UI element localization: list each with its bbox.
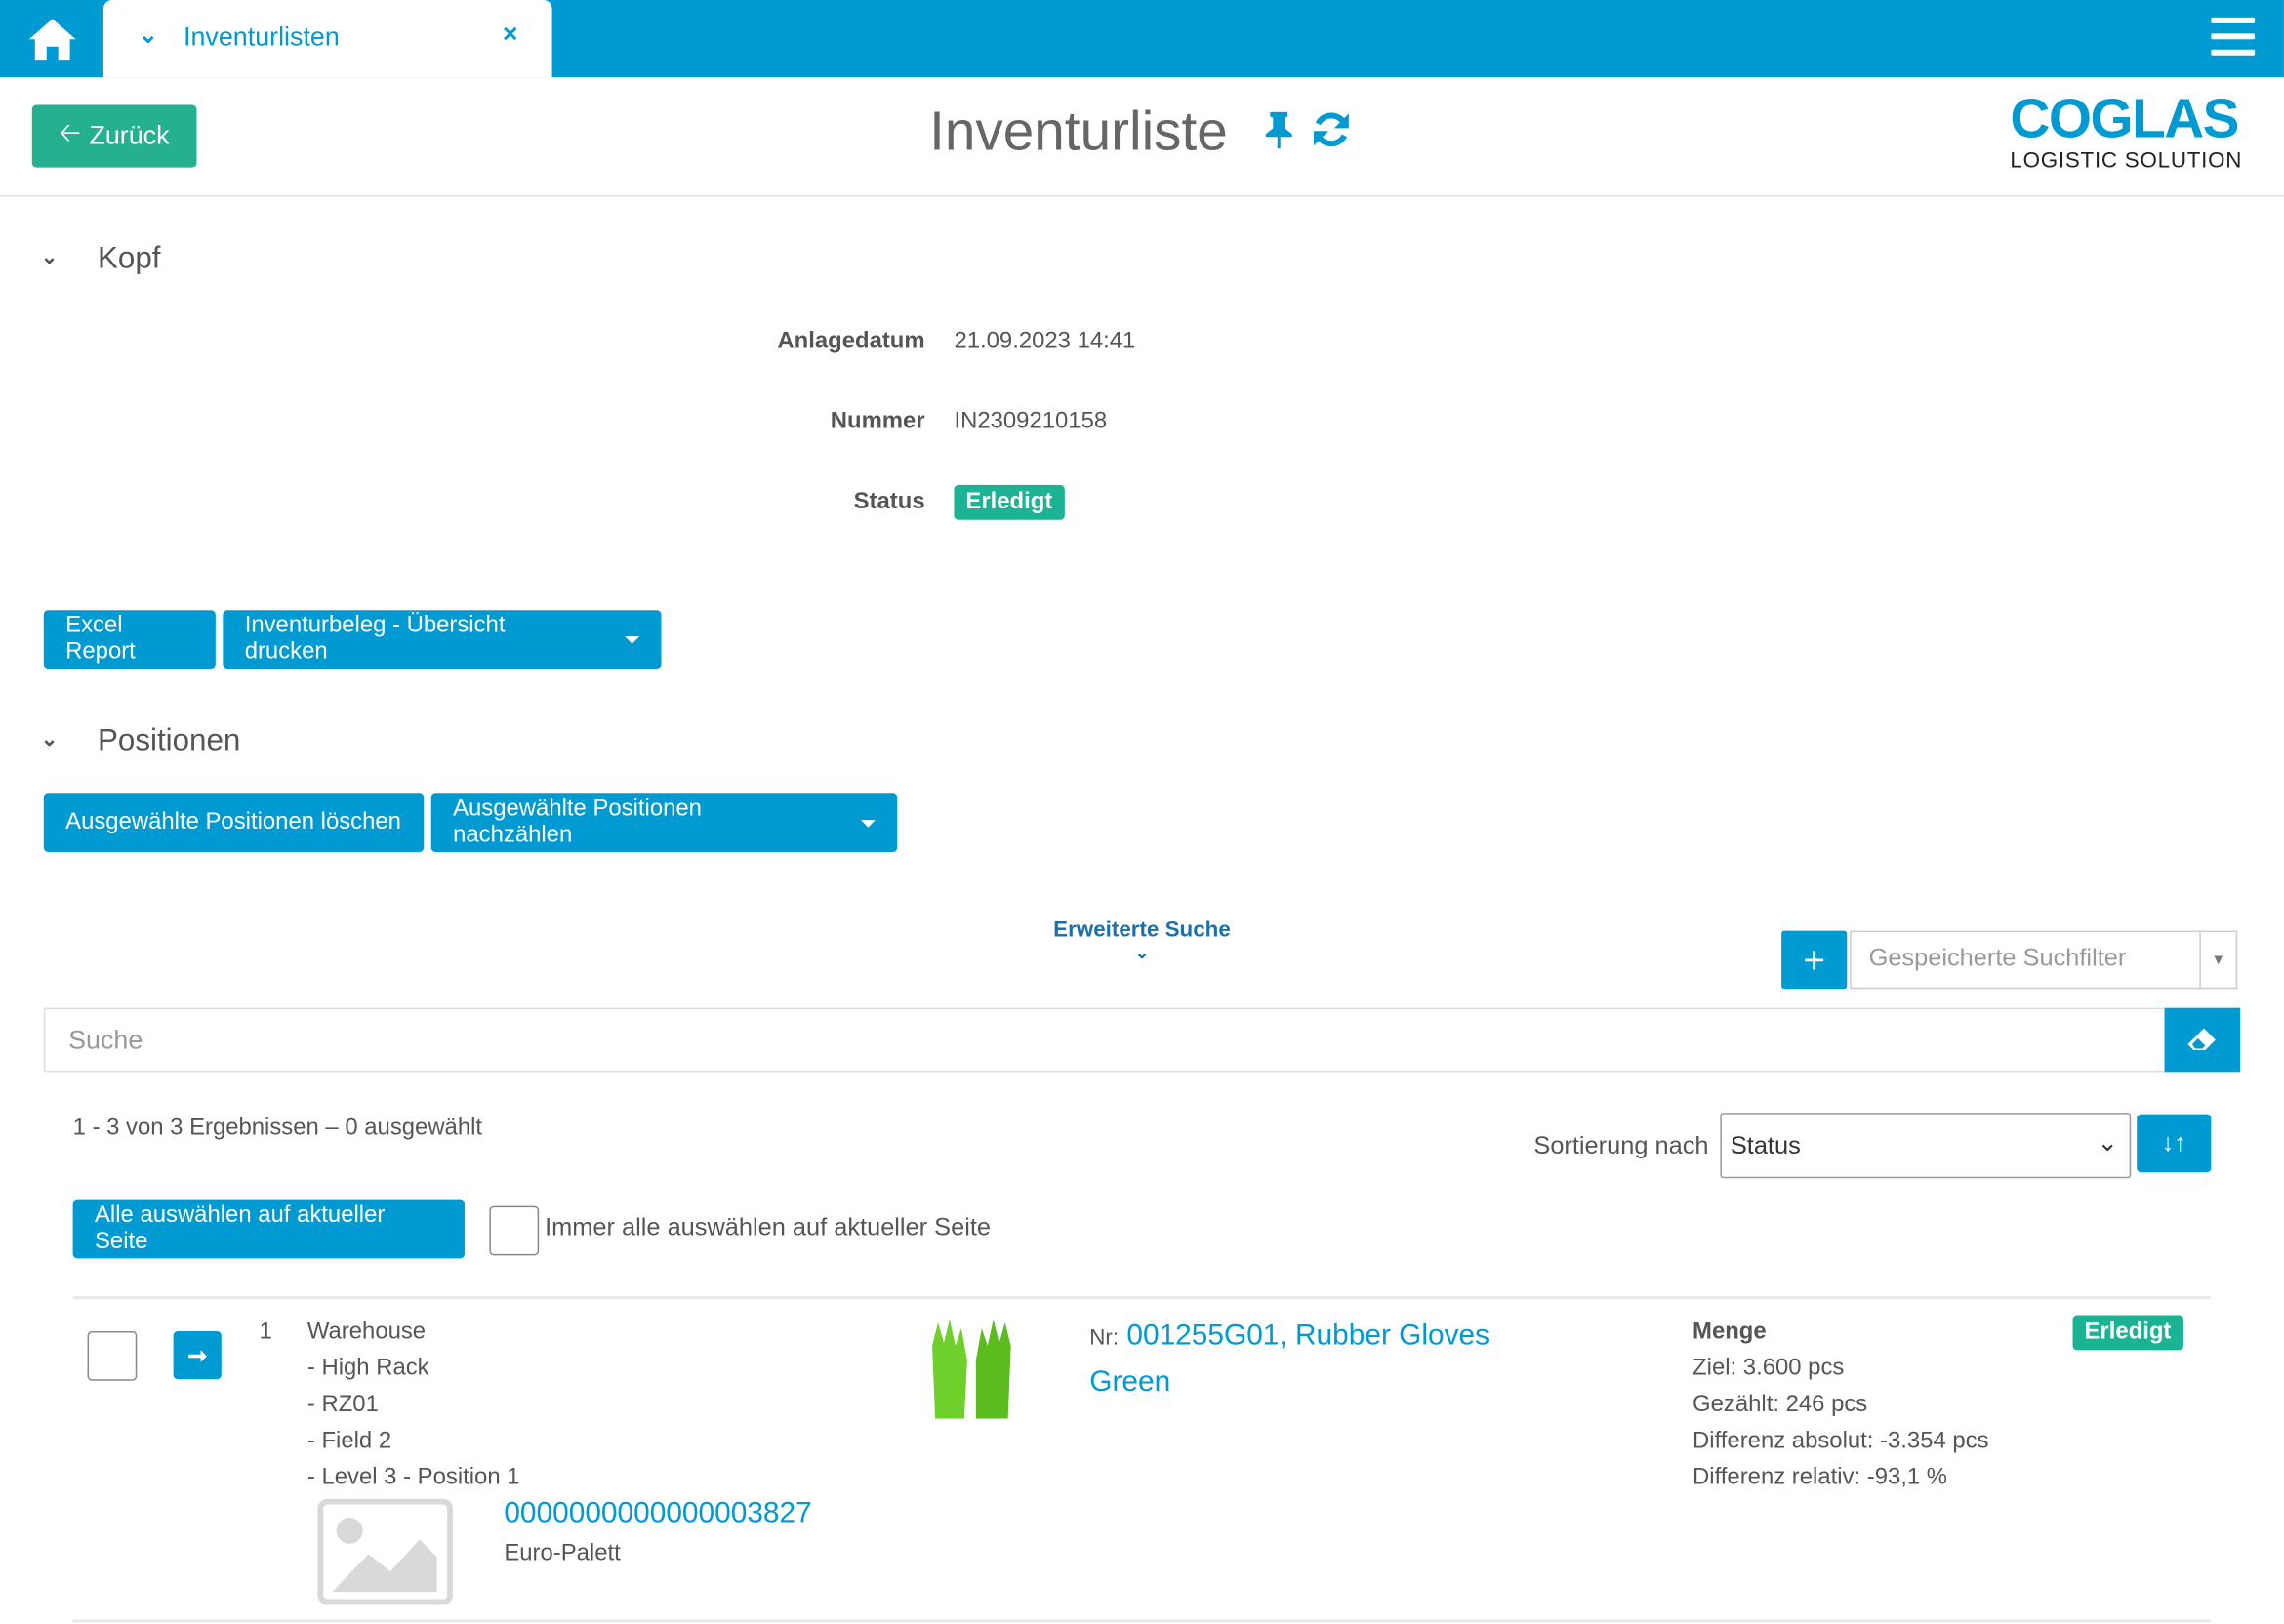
label-nummer: Nummer <box>830 409 925 434</box>
location-line: Warehouse <box>306 1320 427 1345</box>
label-status: Status <box>853 489 925 514</box>
nr-label: Nr: <box>1089 1324 1120 1351</box>
always-select-all-label: Immer alle auswählen auf aktueller Seite <box>545 1213 992 1241</box>
clear-search-button[interactable] <box>2164 1007 2241 1073</box>
item-checkbox[interactable] <box>87 1330 138 1381</box>
list-item: ➞ 1 Warehouse - High Rack - RZ01 - Field… <box>0 1299 2284 1619</box>
quantity-diff-relative: Differenz relativ: -93,1 % <box>1693 1465 1948 1490</box>
location-line: - RZ01 <box>306 1392 379 1418</box>
home-button[interactable] <box>0 0 104 77</box>
chevron-down-icon[interactable]: ⌄ <box>138 22 158 49</box>
article-name-link[interactable]: Rubber Gloves Green <box>1089 1320 1490 1399</box>
section-positionen-title: Positionen <box>97 723 241 757</box>
arrow-left-icon: 🡠 <box>59 117 81 146</box>
saved-filter-placeholder: Gespeicherte Suchfilter <box>1868 944 2127 972</box>
chevron-down-icon: ⌄ <box>1134 942 1150 963</box>
coglas-logo: COGLAS LOGISTIC SOLUTION <box>2010 91 2242 174</box>
location-line: - Level 3 - Position 1 <box>306 1465 520 1490</box>
results-count: 1 - 3 von 3 Ergebnissen – 0 ausgewählt <box>72 1116 483 1141</box>
arrow-right-icon: ➞ <box>187 1343 208 1369</box>
caret-down-icon[interactable] <box>625 635 640 643</box>
chevron-down-icon[interactable]: ⌄ <box>40 726 59 751</box>
load-unit-link[interactable]: 0000000000000003827 <box>504 1497 812 1529</box>
add-filter-button[interactable]: + <box>1781 930 1848 990</box>
home-icon <box>28 18 76 60</box>
select-all-button[interactable]: Alle auswählen auf aktueller Seite <box>72 1199 466 1259</box>
delete-label: Ausgewählte Positionen löschen <box>65 809 401 835</box>
tab-label: Inventurlisten <box>184 21 340 52</box>
quantity-counted: Gezählt: 246 pcs <box>1693 1392 1868 1418</box>
sort-label: Sortierung nach <box>1533 1131 1709 1159</box>
quantity-target: Ziel: 3.600 pcs <box>1693 1356 1845 1381</box>
quantity-diff-absolute: Differenz absolut: -3.354 pcs <box>1693 1428 1989 1454</box>
pin-icon[interactable] <box>1264 109 1296 150</box>
recount-label: Ausgewählte Positionen nachzählen <box>453 796 702 848</box>
advanced-search-label: Erweiterte Suche <box>1053 917 1231 943</box>
open-item-button[interactable]: ➞ <box>173 1330 222 1380</box>
item-index: 1 <box>259 1320 272 1345</box>
advanced-search-toggle[interactable]: Erweiterte Suche ⌄ <box>997 917 1287 962</box>
sort-ascending-icon: ↓↑ <box>2161 1128 2186 1157</box>
search-placeholder: Suche <box>68 1025 143 1055</box>
chevron-down-icon[interactable]: ⌄ <box>40 244 59 268</box>
hamburger-menu-icon[interactable] <box>2211 17 2256 65</box>
sort-direction-button[interactable]: ↓↑ <box>2137 1114 2212 1173</box>
product-image-gloves <box>932 1320 1011 1419</box>
menge-label: Menge <box>1693 1320 1767 1345</box>
status-badge: Erledigt <box>954 484 1065 520</box>
caret-down-icon[interactable]: ▼ <box>2199 932 2235 988</box>
print-overview-button[interactable]: Inventurbeleg - Übersicht drucken <box>223 610 662 669</box>
location-line: - High Rack <box>306 1356 429 1381</box>
placeholder-image-icon <box>317 1498 454 1605</box>
chevron-down-icon: ⌄ <box>2097 1128 2118 1157</box>
saved-filter-select[interactable]: Gespeicherte Suchfilter ▼ <box>1850 930 2238 990</box>
sort-select[interactable]: Status ⌄ <box>1720 1113 2132 1179</box>
section-kopf-title: Kopf <box>97 241 161 276</box>
value-anlagedatum: 21.09.2023 14:41 <box>954 329 1136 354</box>
select-all-label: Alle auswählen auf aktueller Seite <box>94 1202 386 1254</box>
value-nummer: IN2309210158 <box>954 409 1108 434</box>
search-input[interactable]: Suche <box>43 1007 2167 1073</box>
recount-selected-button[interactable]: Ausgewählte Positionen nachzählen <box>430 793 898 852</box>
item-quantity: Menge Ziel: 3.600 pcs Gezählt: 246 pcs D… <box>1693 1314 1988 1496</box>
divider <box>72 1619 2212 1623</box>
delete-selected-button[interactable]: Ausgewählte Positionen löschen <box>43 793 425 852</box>
item-article: Nr: 001255G01, Rubber Gloves Green <box>1089 1314 1556 1405</box>
item-location: Warehouse - High Rack - RZ01 - Field 2 -… <box>307 1314 520 1496</box>
print-label: Inventurbeleg - Übersicht drucken <box>244 613 506 665</box>
title-text: Inventurliste <box>929 102 1228 164</box>
divider <box>72 1296 2212 1300</box>
refresh-icon[interactable] <box>1311 109 1352 150</box>
article-number-link[interactable]: 001255G01, <box>1126 1320 1287 1352</box>
page-header <box>0 77 2284 197</box>
logo-sub: LOGISTIC SOLUTION <box>2010 148 2243 174</box>
eraser-icon <box>2187 1028 2216 1050</box>
load-unit-type: Euro-Palett <box>504 1540 621 1566</box>
back-label: Zurück <box>89 120 170 150</box>
back-button[interactable]: 🡠 Zurück <box>31 104 197 168</box>
excel-label: Excel Report <box>65 613 136 665</box>
close-icon[interactable]: × <box>502 19 518 49</box>
location-line: - Field 2 <box>306 1428 392 1454</box>
excel-report-button[interactable]: Excel Report <box>43 610 216 669</box>
tab-inventurlisten[interactable]: ⌄ Inventurlisten × <box>102 0 552 78</box>
always-select-all-checkbox[interactable] <box>489 1205 540 1256</box>
label-anlagedatum: Anlagedatum <box>777 329 925 354</box>
caret-down-icon[interactable] <box>860 819 876 827</box>
item-status-badge: Erledigt <box>2072 1315 2183 1351</box>
page-title: Inventurliste <box>929 102 1352 164</box>
logo-main: COGLAS <box>2010 89 2239 150</box>
sort-value: Status <box>1730 1131 1801 1159</box>
